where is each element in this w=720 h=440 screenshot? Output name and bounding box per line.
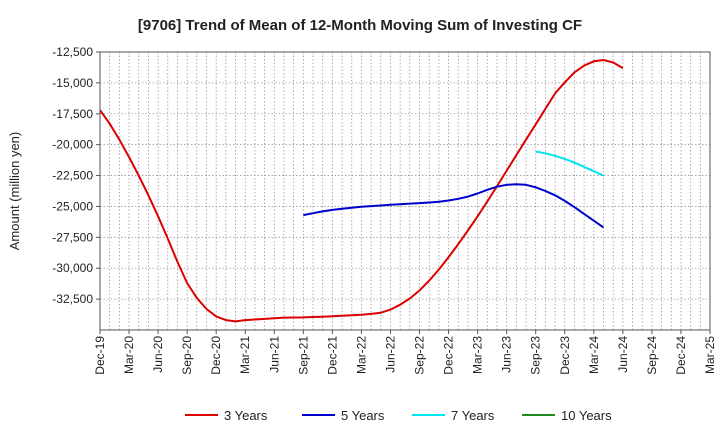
x-tick-label: Sep-23 xyxy=(529,336,543,375)
chart-title: [9706] Trend of Mean of 12-Month Moving … xyxy=(138,17,582,34)
x-tick-label: Sep-24 xyxy=(645,336,659,375)
grid-lines xyxy=(99,51,711,330)
legend-label: 5 Years xyxy=(341,408,385,423)
x-tick-label: Mar-25 xyxy=(703,336,717,374)
x-tick-label: Dec-22 xyxy=(442,336,456,375)
y-tick-label: -27,500 xyxy=(52,230,93,244)
x-tick-label: Jun-21 xyxy=(267,336,281,373)
x-tick-label: Sep-20 xyxy=(180,336,194,375)
y-axis-ticks: -12,500 -15,000 -17,500 -20,000 -22,500 -25,0… xyxy=(52,45,100,306)
series-line-3-years xyxy=(99,59,624,323)
y-tick-label: -12,500 xyxy=(52,45,93,59)
x-tick-label: Jun-20 xyxy=(151,336,165,373)
x-tick-label: Sep-22 xyxy=(413,336,427,375)
x-tick-label: Dec-19 xyxy=(93,336,107,375)
x-tick-label: Dec-21 xyxy=(325,336,339,375)
y-tick-label: -22,500 xyxy=(52,169,93,183)
legend-label: 10 Years xyxy=(561,408,612,423)
x-tick-label: Sep-21 xyxy=(296,336,310,375)
x-tick-label: Mar-23 xyxy=(471,336,485,374)
y-tick-label: -32,500 xyxy=(52,292,93,306)
plot-frame xyxy=(99,51,711,331)
series-lines xyxy=(99,59,624,323)
x-tick-label: Jun-23 xyxy=(500,336,514,373)
x-tick-label: Jun-22 xyxy=(383,336,397,373)
x-tick-label: Jun-24 xyxy=(616,336,630,373)
series-line-7-years xyxy=(535,150,604,177)
y-axis-label: Amount (million yen) xyxy=(7,132,22,251)
x-tick-label: Dec-20 xyxy=(209,336,223,375)
y-tick-label: -25,000 xyxy=(52,199,93,213)
x-tick-label: Mar-24 xyxy=(587,336,601,374)
legend-label: 7 Years xyxy=(451,408,495,423)
y-tick-label: -30,000 xyxy=(52,261,93,275)
y-tick-label: -17,500 xyxy=(52,107,93,121)
series-line-5-years xyxy=(303,183,605,229)
y-tick-label: -20,000 xyxy=(52,138,93,152)
x-tick-label: Dec-24 xyxy=(674,336,688,375)
x-tick-label: Dec-23 xyxy=(558,336,572,375)
x-tick-label: Mar-22 xyxy=(354,336,368,374)
x-tick-label: Mar-20 xyxy=(122,336,136,374)
legend-label: 3 Years xyxy=(224,408,268,423)
legend: 3 Years 5 Years 7 Years 10 Years xyxy=(185,408,612,423)
x-tick-label: Mar-21 xyxy=(238,336,252,374)
x-axis-ticks: Dec-19 Mar-20 Jun-20 Sep-20 Dec-20 Mar-21 Jun-… xyxy=(93,330,717,375)
y-tick-label: -15,000 xyxy=(52,76,93,90)
